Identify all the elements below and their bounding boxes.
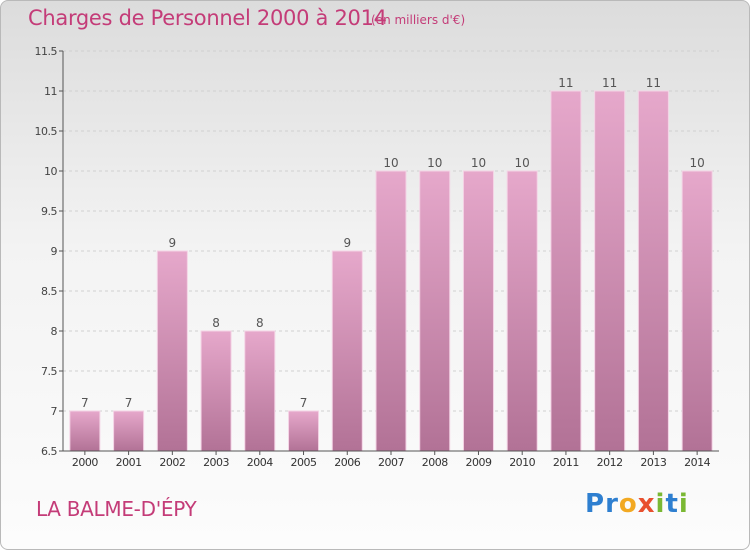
proxiti-logo: Proxiti <box>585 489 689 519</box>
bar-value-label: 8 <box>256 316 264 330</box>
bar-value-label: 10 <box>427 156 442 170</box>
bar <box>506 170 538 452</box>
bar <box>419 170 451 452</box>
y-tick-label: 9.5 <box>41 205 57 218</box>
y-tick-label: 7 <box>51 405 58 418</box>
chart-title: Charges de Personnel 2000 à 2014 <box>28 6 387 30</box>
bar-value-label: 9 <box>169 236 177 250</box>
bar <box>550 90 582 452</box>
labels: 6.5 7 7.5 8 8.5 9 9.5 10 10.5 11 11.5 7 2000 7 2001 9 20… <box>35 45 712 469</box>
x-tick-label: 2014 <box>684 456 710 469</box>
bar <box>69 410 101 452</box>
x-tick-label: 2000 <box>72 456 98 469</box>
bar-value-label: 11 <box>558 76 573 90</box>
x-tick-label: 2002 <box>159 456 185 469</box>
bar-value-label: 10 <box>383 156 398 170</box>
x-tick-label: 2012 <box>597 456 623 469</box>
bar <box>200 330 232 452</box>
bar <box>637 90 669 452</box>
bars <box>69 90 713 452</box>
logo-letter: i <box>655 489 666 519</box>
logo-letter: i <box>678 489 689 519</box>
x-tick-label: 2011 <box>553 456 579 469</box>
bar <box>244 330 276 452</box>
bar-value-label: 11 <box>646 76 661 90</box>
bar <box>462 170 494 452</box>
x-tick-label: 2010 <box>509 456 535 469</box>
bar-value-label: 8 <box>212 316 220 330</box>
x-tick-label: 2001 <box>116 456 142 469</box>
logo-letter: o <box>618 489 638 519</box>
bar <box>288 410 320 452</box>
bar-value-label: 7 <box>81 396 89 410</box>
y-tick-label: 8.5 <box>41 285 57 298</box>
bar-value-label: 10 <box>515 156 530 170</box>
y-tick-label: 11 <box>44 85 57 98</box>
logo-letter: r <box>605 489 619 519</box>
x-tick-label: 2006 <box>334 456 360 469</box>
x-tick-label: 2013 <box>640 456 666 469</box>
x-tick-label: 2008 <box>422 456 448 469</box>
bar-value-label: 10 <box>689 156 704 170</box>
y-tick-label: 6.5 <box>41 445 57 458</box>
x-tick-label: 2005 <box>291 456 317 469</box>
x-tick-label: 2004 <box>247 456 273 469</box>
bar-value-label: 10 <box>471 156 486 170</box>
logo-letter: x <box>637 489 656 519</box>
bar <box>375 170 407 452</box>
logo-letter: t <box>665 489 679 519</box>
x-tick-label: 2009 <box>465 456 491 469</box>
bar <box>113 410 145 452</box>
bar <box>681 170 713 452</box>
bar <box>156 250 188 452</box>
bar-value-label: 7 <box>300 396 308 410</box>
x-tick-label: 2007 <box>378 456 404 469</box>
bar-value-label: 9 <box>343 236 351 250</box>
bar <box>594 90 626 452</box>
y-tick-label: 9 <box>51 245 58 258</box>
y-tick-label: 10.5 <box>35 125 58 138</box>
bar-value-label: 11 <box>602 76 617 90</box>
y-tick-label: 8 <box>51 325 58 338</box>
axes <box>59 50 719 455</box>
chart-subtitle: (en milliers d'€) <box>371 13 466 27</box>
bar-value-label: 7 <box>125 396 133 410</box>
logo-letter: P <box>585 489 606 519</box>
y-tick-label: 7.5 <box>41 365 57 378</box>
y-tick-label: 10 <box>44 165 57 178</box>
bar <box>331 250 363 452</box>
y-tick-label: 11.5 <box>35 45 58 58</box>
x-tick-label: 2003 <box>203 456 229 469</box>
place-name: LA BALME-D'ÉPY <box>36 497 197 521</box>
